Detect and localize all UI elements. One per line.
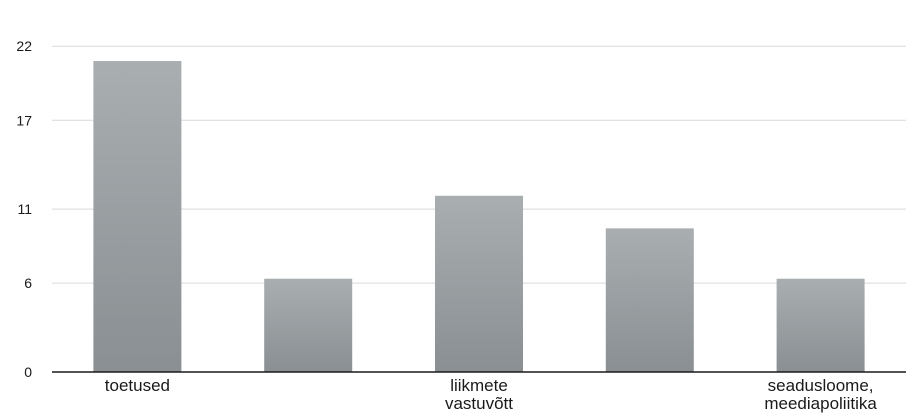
bars bbox=[93, 61, 865, 373]
x-category-label-line: toetused bbox=[105, 376, 170, 395]
x-category-label-line: liikmete bbox=[450, 376, 508, 395]
x-category-label-line: seadusloome, bbox=[768, 376, 874, 395]
bar bbox=[605, 228, 694, 372]
y-tick-label: 6 bbox=[24, 275, 32, 291]
x-category-label: liikmete vastuvõtt bbox=[445, 376, 513, 413]
bar bbox=[776, 278, 865, 372]
labels: 0 6 11 17 22 toetused liikmete vastuvõtt seadusl… bbox=[16, 38, 877, 413]
bar bbox=[93, 61, 182, 373]
x-category-label-line: meediapoliitika bbox=[764, 394, 877, 413]
bar bbox=[435, 195, 523, 372]
y-tick-label: 11 bbox=[17, 201, 32, 217]
x-category-label: seadusloome, meediapoliitika bbox=[764, 376, 877, 413]
y-tick-label: 17 bbox=[16, 112, 32, 128]
bar bbox=[264, 278, 353, 372]
y-tick-label: 22 bbox=[16, 38, 32, 54]
x-category-label: toetused bbox=[105, 376, 170, 395]
y-tick-label: 0 bbox=[24, 364, 32, 380]
x-category-label-line: vastuvõtt bbox=[445, 394, 513, 413]
